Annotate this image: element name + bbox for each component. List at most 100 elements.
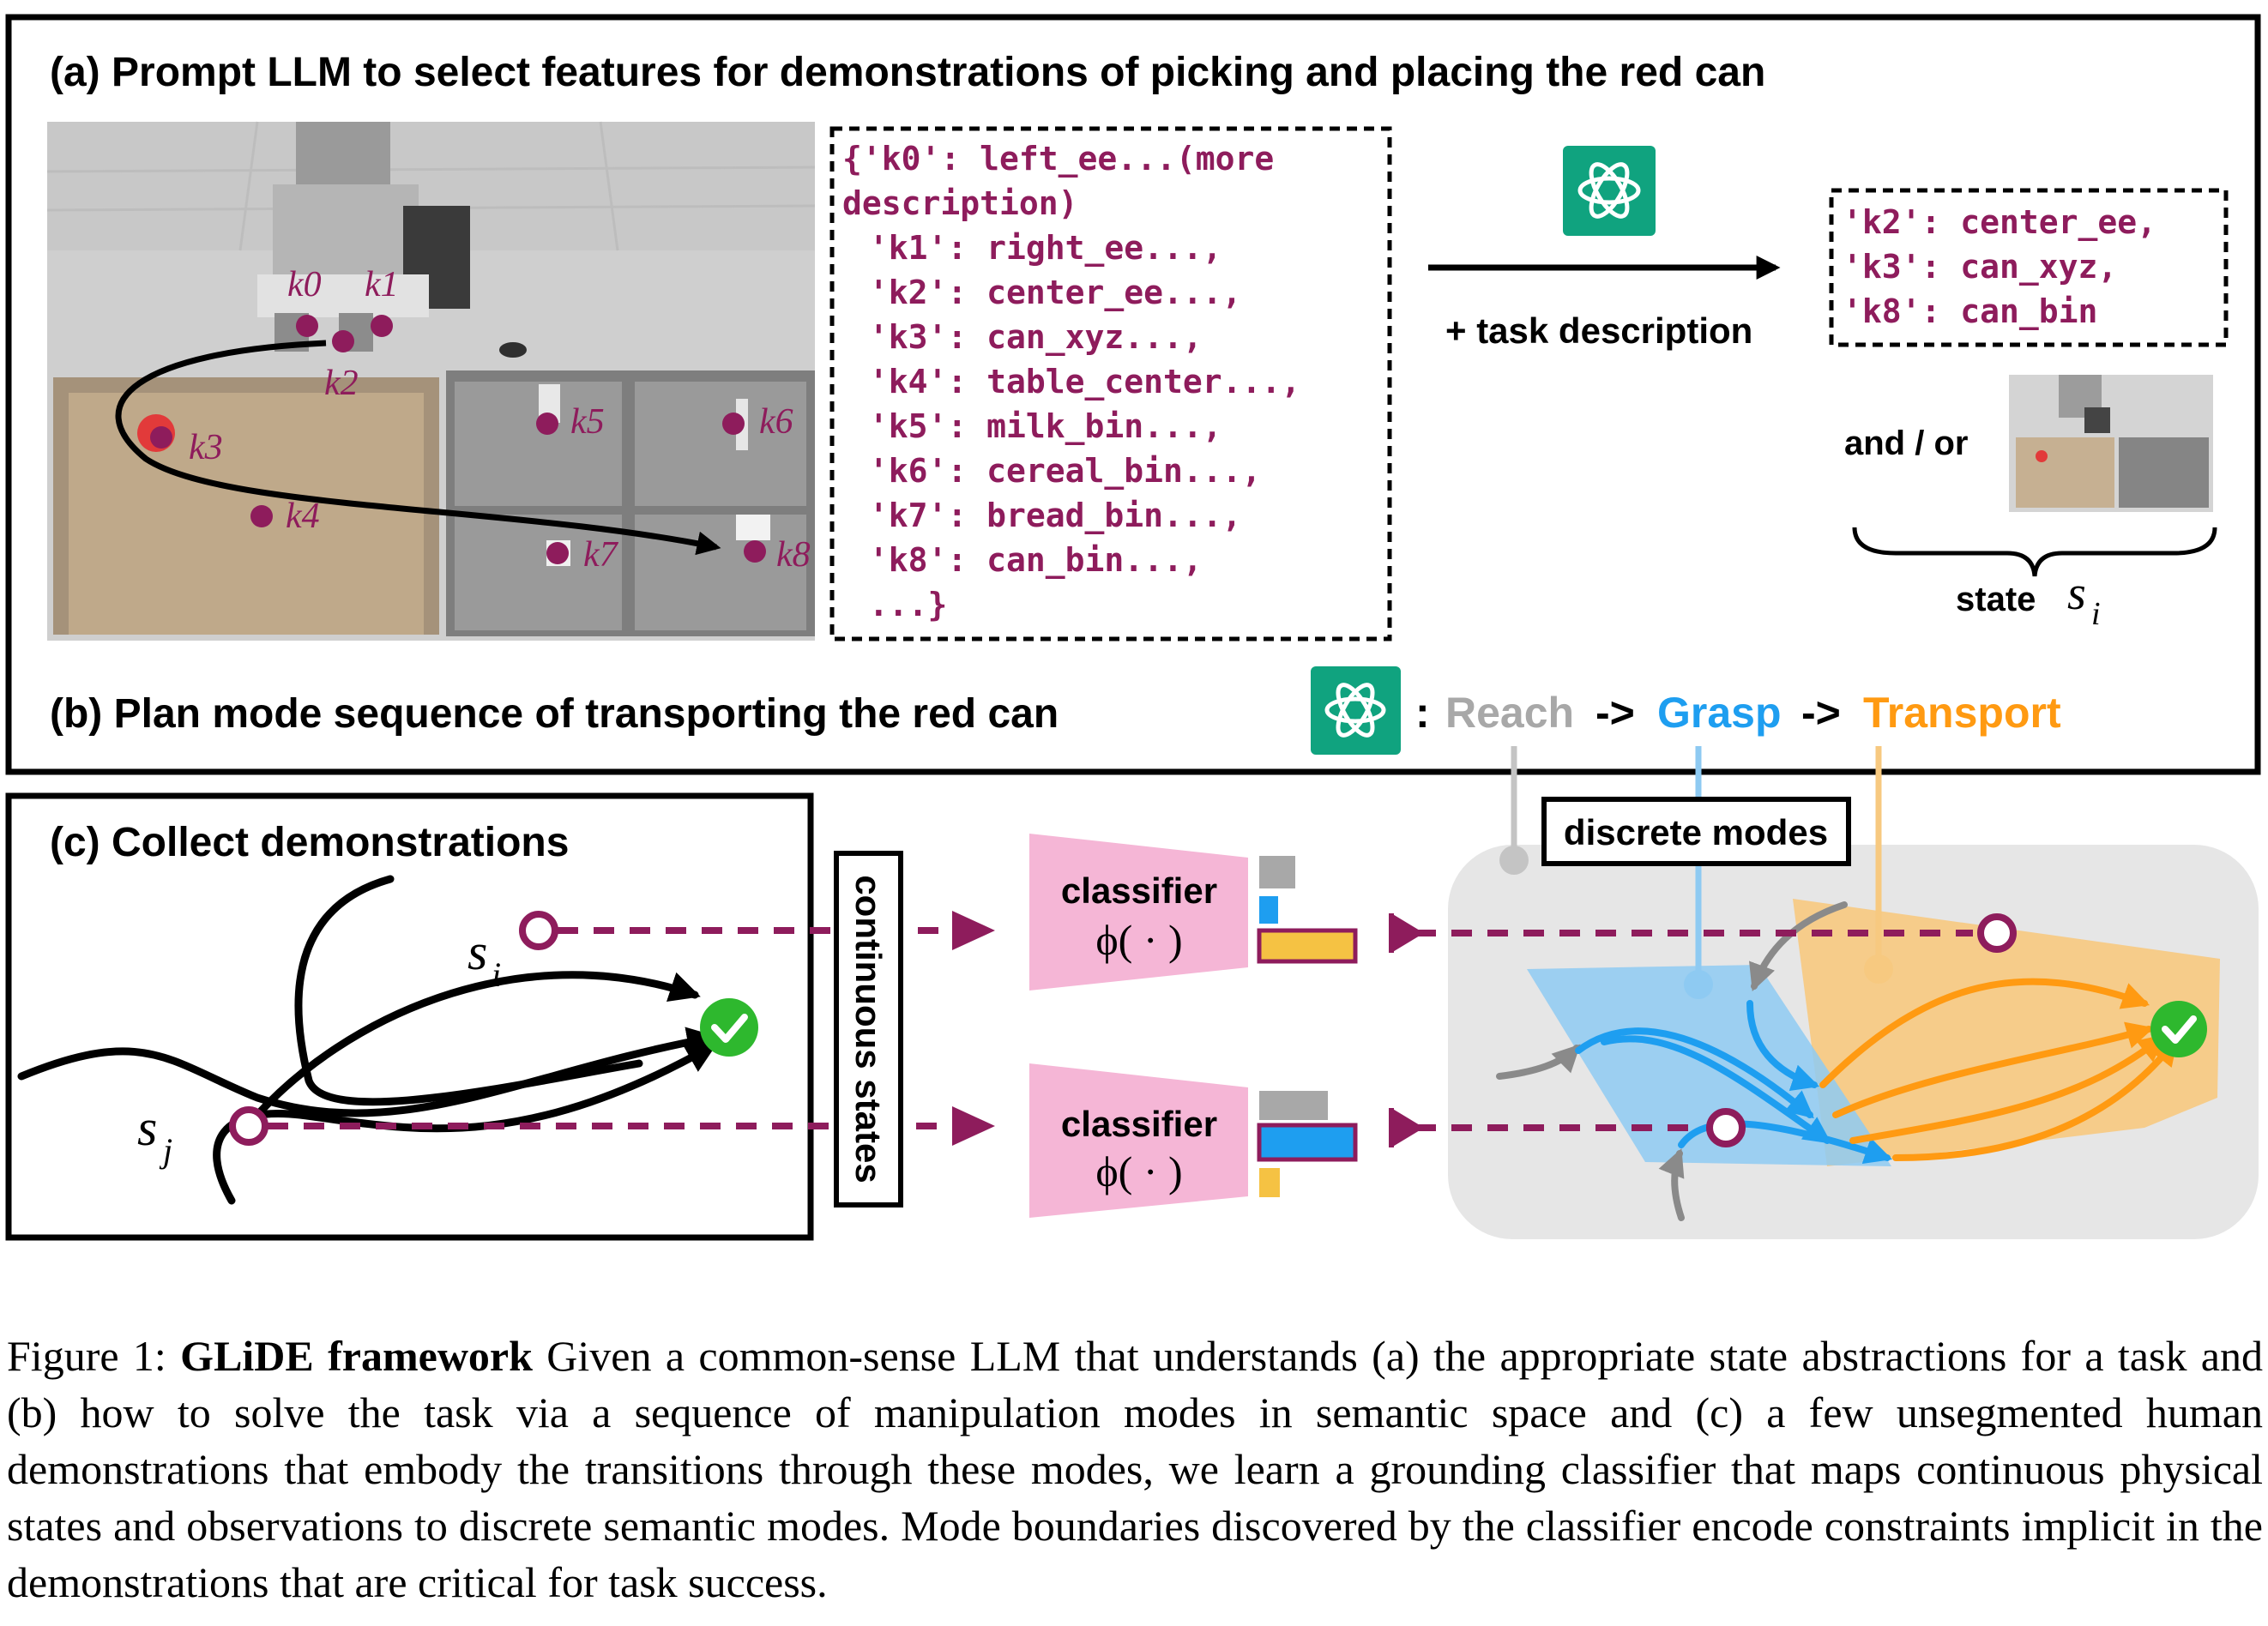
feature-line: 'k8': can_bin..., bbox=[849, 541, 1203, 579]
feature-line: 'k1': right_ee..., bbox=[849, 229, 1222, 267]
mode-prob-bar-transport bbox=[1257, 928, 1358, 964]
success-check-icon bbox=[700, 998, 758, 1057]
keypoint-label-k2: k2 bbox=[324, 364, 359, 403]
state-sj-subscript: j bbox=[159, 1131, 172, 1170]
feature-line: 'k7': bread_bin..., bbox=[849, 497, 1242, 534]
transport-arrows bbox=[1819, 978, 2178, 1161]
mode-reach: Reach bbox=[1445, 689, 1574, 737]
success-check-icon bbox=[2150, 1001, 2207, 1057]
keypoint-dot bbox=[332, 330, 354, 352]
transport-arrow bbox=[1819, 978, 2150, 1088]
keypoint-label-k0: k0 bbox=[287, 265, 322, 304]
keypoint-label-k7: k7 bbox=[583, 535, 619, 575]
feature-list: {'k0': left_ee...(more description) 'k1'… bbox=[842, 140, 1300, 623]
state-si-marker bbox=[519, 911, 558, 950]
selected-feature: 'k3': can_xyz, bbox=[1843, 248, 2117, 286]
transport-connector-dot bbox=[1864, 955, 1893, 984]
panel-c-title: (c) Collect demonstrations bbox=[50, 820, 569, 865]
mode-projection-arrowhead bbox=[1391, 913, 1424, 953]
reach-arrow bbox=[1658, 1148, 1685, 1221]
feature-line: 'k2': center_ee..., bbox=[849, 274, 1242, 311]
transport-arrow bbox=[1849, 1034, 2166, 1144]
demo-curve bbox=[213, 1042, 718, 1205]
and-or-label: and / or bbox=[1844, 425, 1968, 462]
demo-curve bbox=[253, 971, 701, 1119]
feature-line: description) bbox=[842, 184, 1078, 222]
demo-curve bbox=[17, 1027, 719, 1117]
state-si-subscript: i bbox=[492, 955, 501, 994]
classifier-top: classifier ϕ( · ) bbox=[1029, 834, 1358, 991]
feature-list-box bbox=[829, 126, 1392, 641]
classifier-shape bbox=[1029, 834, 1248, 991]
selected-feature: 'k8': can_bin bbox=[1843, 292, 2097, 330]
classifier-function: ϕ( · ) bbox=[1095, 1147, 1182, 1195]
demonstration-curves bbox=[17, 875, 719, 1205]
classifier-label: classifier bbox=[1061, 870, 1217, 911]
figure-caption: Figure 1: GLiDE framework Given a common… bbox=[7, 1328, 2263, 1611]
discrete-modes-label: discrete modes bbox=[1564, 812, 1828, 852]
state-brace bbox=[1852, 527, 2217, 577]
llm-icon bbox=[1311, 666, 1401, 755]
feature-line: 'k3': can_xyz..., bbox=[849, 318, 1203, 356]
keypoint-dot bbox=[744, 540, 766, 563]
panel-a-title: (a) Prompt LLM to select features for de… bbox=[50, 50, 1765, 95]
classifier-bottom: classifier ϕ( · ) bbox=[1029, 1063, 1358, 1218]
mode-sep: : bbox=[1415, 689, 1430, 737]
keypoint-label-k8: k8 bbox=[776, 535, 811, 575]
caption-body: Given a common-sense LLM that understand… bbox=[7, 1332, 2264, 1606]
panel-b-title: (b) Plan mode sequence of transporting t… bbox=[50, 691, 1059, 737]
reach-connector-dot bbox=[1499, 846, 1529, 875]
grasp-arrow bbox=[1746, 1000, 1820, 1092]
feature-line: 'k5': milk_bin..., bbox=[849, 407, 1222, 445]
mode-projection-arrowhead bbox=[1391, 1108, 1424, 1147]
feature-line: {'k0': left_ee...(more bbox=[842, 140, 1274, 178]
selected-features-box bbox=[1829, 188, 2229, 347]
feature-line: 'k4': table_center..., bbox=[849, 363, 1300, 400]
caption-prefix: Figure 1: bbox=[7, 1332, 181, 1380]
state-si-symbol: s bbox=[467, 924, 487, 980]
transport-arrow bbox=[1892, 1037, 2178, 1161]
mode-prob-bar-grasp bbox=[1257, 1123, 1358, 1162]
panel-c-frame bbox=[5, 792, 814, 1241]
classifier-label: classifier bbox=[1061, 1104, 1217, 1144]
llm-icon bbox=[1563, 146, 1656, 236]
state-thumbnail bbox=[2009, 375, 2213, 512]
feature-line: 'k6': cereal_bin..., bbox=[849, 452, 1261, 490]
keypoint-dot bbox=[150, 426, 172, 449]
keypoint-dot bbox=[722, 413, 745, 435]
mode-prob-bar-grasp bbox=[1259, 896, 1278, 924]
keypoint-label-k4: k4 bbox=[286, 497, 320, 536]
keypoint-dot bbox=[536, 413, 558, 435]
mode-prob-bar-transport bbox=[1259, 1168, 1280, 1197]
mode-grasp: Grasp bbox=[1657, 689, 1782, 737]
keypoint-dot bbox=[250, 505, 273, 527]
state-symbol: s bbox=[2067, 567, 2086, 620]
keypoint-dot bbox=[296, 315, 318, 337]
keypoint-dot bbox=[546, 542, 569, 564]
state-subscript: i bbox=[2091, 596, 2101, 632]
transport-arrow bbox=[1832, 1021, 2155, 1118]
reach-arrow bbox=[1749, 901, 1848, 991]
selected-feature: 'k2': center_ee, bbox=[1843, 203, 2156, 241]
keypoint-dot bbox=[371, 315, 393, 337]
panel-ab-frame bbox=[5, 14, 2261, 775]
state-label: state bbox=[1956, 581, 2036, 618]
grasp-connector-dot bbox=[1684, 970, 1713, 999]
mode-prob-bar-reach bbox=[1259, 1091, 1328, 1120]
mode-arrow: -> bbox=[1801, 689, 1841, 737]
trajectory-arrow bbox=[115, 340, 721, 556]
reach-arrow bbox=[1496, 1044, 1581, 1080]
state-sj-marker bbox=[229, 1106, 268, 1146]
feature-line: ...} bbox=[849, 586, 947, 623]
state-sj-symbol: s bbox=[137, 1099, 157, 1156]
continuous-states-box bbox=[834, 851, 903, 1207]
projection-arrowhead bbox=[952, 1106, 995, 1146]
classifier-function: ϕ( · ) bbox=[1095, 916, 1182, 964]
mode-transport: Transport bbox=[1863, 689, 2061, 737]
continuous-states-label: continuous states bbox=[848, 875, 889, 1183]
keypoint-label-k6: k6 bbox=[759, 402, 793, 442]
discrete-modes-box bbox=[1541, 797, 1851, 866]
keypoint-label-k1: k1 bbox=[365, 265, 399, 304]
classifier-shape bbox=[1029, 1063, 1248, 1218]
